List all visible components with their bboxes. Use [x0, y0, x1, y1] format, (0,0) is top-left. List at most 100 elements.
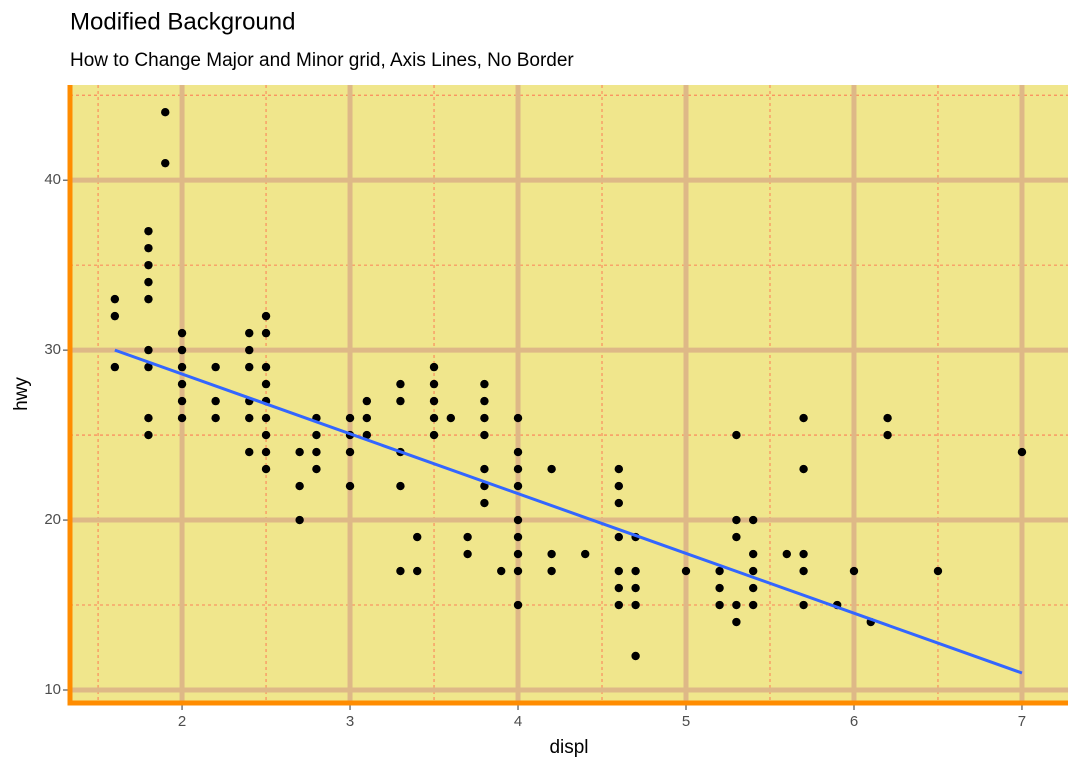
- point: [396, 379, 405, 389]
- point: [396, 396, 405, 406]
- point: [480, 379, 489, 389]
- point: [177, 396, 187, 406]
- point: [144, 226, 153, 236]
- point: [413, 532, 422, 542]
- point: [513, 447, 523, 457]
- point: [614, 498, 624, 508]
- point: [513, 532, 523, 542]
- point: [161, 158, 170, 168]
- point: [732, 600, 741, 610]
- point: [362, 396, 372, 406]
- point: [177, 345, 187, 355]
- point: [295, 481, 304, 491]
- point: [497, 566, 506, 576]
- point: [933, 566, 943, 576]
- point: [732, 532, 741, 542]
- point: [312, 430, 321, 440]
- point: [782, 549, 791, 559]
- point: [631, 600, 640, 610]
- point: [547, 566, 556, 576]
- point: [681, 566, 691, 576]
- point: [413, 566, 422, 576]
- point: [261, 362, 271, 372]
- point: [748, 549, 758, 559]
- y-axis-label: hwy: [11, 377, 32, 411]
- point: [547, 549, 556, 559]
- point: [110, 294, 120, 304]
- point: [732, 430, 741, 440]
- point: [614, 464, 624, 474]
- point: [144, 430, 153, 440]
- point: [211, 362, 220, 372]
- point: [261, 379, 271, 389]
- point: [429, 413, 439, 423]
- y-tick-label: 40: [44, 171, 61, 188]
- point: [429, 362, 439, 372]
- x-tick-label: 4: [514, 713, 522, 730]
- point: [463, 549, 472, 559]
- point: [144, 243, 153, 253]
- point: [177, 413, 187, 423]
- point: [849, 566, 859, 576]
- point: [513, 413, 523, 423]
- x-tick-label: 3: [346, 713, 354, 730]
- point: [480, 498, 489, 508]
- point: [748, 515, 758, 525]
- point: [177, 328, 187, 338]
- point: [110, 362, 120, 372]
- point: [362, 413, 372, 423]
- point: [144, 362, 153, 372]
- point: [581, 549, 590, 559]
- point: [631, 583, 640, 593]
- point: [396, 566, 405, 576]
- point: [480, 396, 489, 406]
- point: [614, 481, 624, 491]
- point: [429, 396, 439, 406]
- point: [144, 345, 153, 355]
- point: [748, 583, 758, 593]
- point: [177, 362, 187, 372]
- point: [429, 430, 439, 440]
- point: [345, 413, 355, 423]
- x-tick-label: 7: [1018, 713, 1026, 730]
- y-tick-label: 30: [44, 341, 61, 358]
- x-axis-label: displ: [549, 737, 588, 758]
- point: [463, 532, 472, 542]
- point: [631, 566, 640, 576]
- point: [799, 600, 808, 610]
- point: [732, 617, 741, 627]
- point: [614, 566, 624, 576]
- chart-subtitle: How to Change Major and Minor grid, Axis…: [70, 50, 574, 71]
- point: [614, 532, 624, 542]
- point: [799, 549, 808, 559]
- point: [295, 447, 304, 457]
- point: [480, 413, 489, 423]
- point: [312, 447, 321, 457]
- point: [748, 600, 758, 610]
- point: [261, 464, 271, 474]
- point: [245, 362, 254, 372]
- point: [144, 413, 153, 423]
- point: [547, 464, 556, 474]
- point: [345, 447, 355, 457]
- point: [480, 430, 489, 440]
- point: [144, 294, 153, 304]
- point: [261, 311, 271, 321]
- chart-title: Modified Background: [70, 8, 295, 35]
- point: [245, 447, 254, 457]
- point: [1017, 447, 1027, 457]
- point: [513, 600, 523, 610]
- point: [715, 583, 724, 593]
- point: [715, 566, 724, 576]
- point: [614, 600, 624, 610]
- point: [883, 430, 892, 440]
- point: [513, 464, 523, 474]
- point: [614, 583, 624, 593]
- point: [211, 413, 220, 423]
- point: [748, 566, 758, 576]
- point: [732, 515, 741, 525]
- point: [144, 277, 153, 287]
- point: [261, 447, 271, 457]
- point: [261, 413, 271, 423]
